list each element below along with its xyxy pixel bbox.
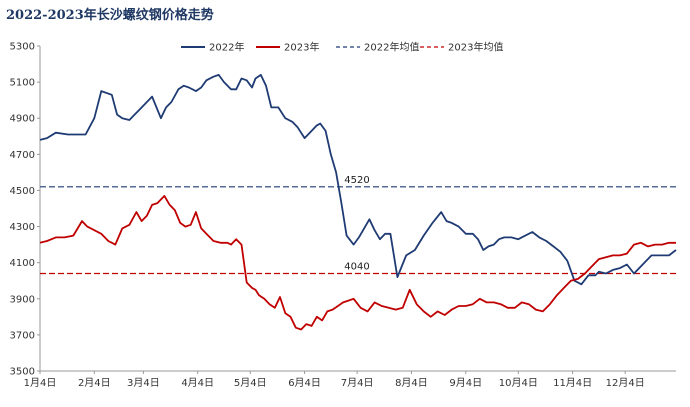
y-tick-label: 4100	[10, 258, 35, 269]
legend-label: 2023年	[284, 41, 319, 54]
y-tick-label: 4500	[10, 186, 35, 197]
series-line-2023	[39, 194, 676, 331]
series-lines	[39, 74, 677, 331]
y-tick-label: 3500	[10, 367, 35, 378]
x-tick-label: 6月4日	[288, 377, 321, 389]
x-tick-label: 11月4日	[553, 377, 592, 389]
chart-title: 2022-2023年长沙螺纹钢价格走势	[6, 8, 214, 23]
y-tick-label: 4700	[10, 150, 35, 161]
x-tick-label: 12月4日	[606, 377, 645, 389]
legend-label: 2023年均值	[448, 41, 503, 54]
x-tick-label: 7月4日	[341, 377, 374, 389]
mean-value-label: 4040	[344, 262, 369, 273]
y-tick-label: 4900	[10, 114, 35, 125]
x-tick-label: 10月4日	[499, 377, 538, 389]
x-tick-label: 5月4日	[234, 377, 267, 389]
mean-value-label: 4520	[344, 175, 369, 186]
x-tick-label: 3月4日	[127, 377, 160, 389]
x-tick-label: 9月4日	[449, 377, 482, 389]
series-line-2022	[39, 74, 677, 286]
x-tick-label: 8月4日	[395, 377, 428, 389]
legend-label: 2022年	[209, 41, 244, 54]
axes: 5300 5100 4900 4700 4500 4300 4100 3900 3700 3500…	[10, 42, 676, 389]
legend-label: 2022年均值	[364, 41, 419, 54]
legend: 2022年 2023年 2022年均值 2023年均值	[181, 41, 503, 54]
y-tick-label: 4300	[10, 222, 35, 233]
reference-lines: 4520 4040	[40, 175, 676, 275]
y-tick-label: 3700	[10, 330, 35, 341]
y-tick-label: 5100	[10, 78, 35, 89]
x-tick-label: 4月4日	[181, 377, 214, 389]
y-tick-label: 5300	[10, 42, 35, 53]
x-tick-label: 1月4日	[24, 377, 57, 389]
y-tick-label: 3900	[10, 294, 35, 305]
x-tick-label: 2月4日	[78, 377, 111, 389]
